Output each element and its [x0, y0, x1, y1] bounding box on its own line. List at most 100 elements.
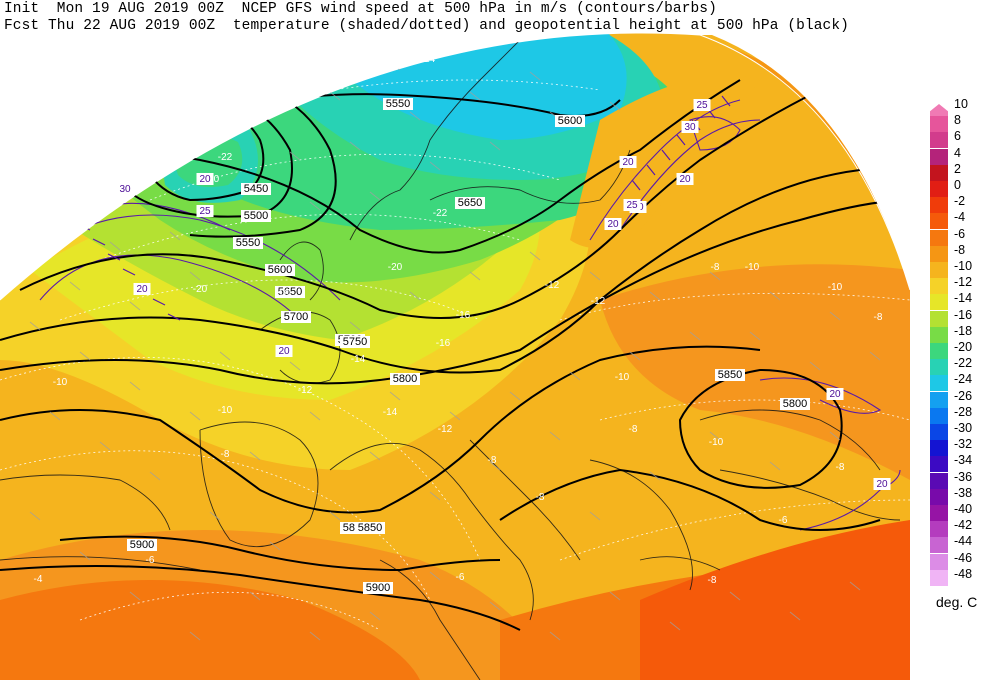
colorbar-swatch	[930, 278, 948, 295]
height-label-bg	[455, 197, 485, 209]
temperature-label: -8	[836, 462, 845, 473]
height-label-bg	[355, 522, 385, 534]
temperature-label: -6	[779, 515, 788, 526]
temperature-label: -12	[591, 296, 606, 307]
height-label: 5800	[393, 373, 417, 385]
temperature-label: -16	[456, 310, 471, 321]
wind-label: 30	[119, 184, 131, 195]
temperature-label: -8	[629, 424, 638, 435]
wind-label-bg	[693, 99, 711, 111]
height-label: 5650	[278, 286, 302, 298]
colorbar-swatch	[930, 197, 948, 214]
colorbar-swatch	[930, 359, 948, 376]
height-label-bg	[390, 373, 420, 385]
temperature-label: -8	[874, 312, 883, 323]
map-boundary	[0, 32, 911, 301]
colorbar-swatch	[930, 537, 948, 554]
temperature-label: -10	[615, 372, 630, 383]
temperature-label: -16	[436, 338, 451, 349]
height-label: 5700	[284, 311, 308, 323]
temperature-label: -8	[708, 575, 717, 586]
colorbar-swatch	[930, 472, 948, 489]
height-label-bg	[281, 311, 311, 323]
temperature-label: -12	[545, 280, 560, 291]
height-label-bg	[780, 398, 810, 410]
temperature-label: -6	[456, 572, 465, 583]
colorbar-label: -38	[954, 485, 973, 500]
height-label-bg	[241, 210, 271, 222]
colorbar-label: -32	[954, 437, 973, 452]
height-label: 5550	[386, 98, 410, 110]
colorbar-label: -34	[954, 453, 973, 468]
colorbar-swatch	[930, 116, 948, 133]
wind-label: 20	[829, 389, 841, 400]
colorbar-swatch	[930, 310, 948, 327]
colorbar-swatch	[930, 440, 948, 457]
colorbar-units: deg. C	[936, 594, 978, 610]
temperature-label: -14	[351, 354, 366, 365]
colorbar-label: -10	[954, 259, 973, 273]
height-label: 5800	[783, 398, 807, 410]
temperature-label: -22	[218, 152, 233, 163]
height-label-bg	[555, 115, 585, 127]
colorbar-label: 10	[954, 97, 968, 111]
height-label: 5650	[458, 197, 482, 209]
wind-label-bg	[681, 121, 699, 133]
height-labels: 5550560054505500555056505600565057005700…	[127, 98, 810, 594]
height-label-bg	[265, 264, 295, 276]
height-label: 5900	[130, 539, 154, 551]
temperature-label: -22	[433, 208, 448, 219]
colorbar-label: -28	[954, 404, 973, 419]
colorbar-swatch	[930, 213, 948, 230]
wind-label: 20	[136, 284, 148, 295]
temperature-label: -12	[298, 385, 313, 396]
colorbar-swatch	[930, 229, 948, 246]
wind-label-bg	[604, 218, 622, 230]
colorbar-swatch	[930, 245, 948, 262]
temperature-label: -10	[53, 377, 68, 388]
colorbar-label: -40	[954, 502, 973, 516]
height-label: 5550	[236, 237, 260, 249]
colorbar-label: -24	[954, 372, 973, 387]
header-line-forecast: Fcst Thu 22 AUG 2019 00Z temperature (sh…	[4, 18, 849, 34]
temperature-label: -10	[218, 405, 233, 416]
colorbar-label: -2	[954, 194, 966, 209]
colorbar-label: -20	[954, 340, 973, 354]
height-label: 5850	[358, 522, 382, 534]
colorbar-label: -44	[954, 534, 973, 549]
wind-label: 20	[607, 219, 619, 230]
wind-label: 20	[679, 174, 691, 185]
wind-label-bg	[619, 156, 637, 168]
colorbar-label: 6	[954, 129, 961, 144]
temperature-label: -8	[221, 449, 230, 460]
wind-label-bg	[676, 173, 694, 185]
temperature-colorbar: 10 8 6 4 2 0 -2 -4 -6 -8 -10 -12 -14 -16 -18 -20 -22 -24-…	[930, 96, 992, 586]
wind-label: 20	[199, 174, 211, 185]
coastlines	[0, 39, 901, 680]
temperature-labels: -24 -22 -20 -20 -18 -16 -16 -14 -14 -12 -12 -12 -10 -…	[34, 54, 883, 586]
wind-label-bg	[826, 388, 844, 400]
temperature-label: -10	[745, 262, 760, 273]
colorbar-label: -36	[954, 469, 973, 484]
wind-label: 25	[626, 200, 638, 211]
colorbar-label: -14	[954, 291, 973, 306]
chart-header: Init Mon 19 AUG 2019 00Z NCEP GFS wind s…	[4, 1, 924, 35]
height-label-bg	[383, 98, 413, 110]
wind-label-bg	[116, 183, 134, 195]
height-label: 5500	[244, 210, 268, 222]
colorbar-label: 0	[954, 178, 961, 192]
temperature-label: -12	[438, 424, 453, 435]
colorbar-label: -16	[954, 307, 973, 322]
colorbar-label: -8	[954, 242, 966, 257]
height-label-bg	[340, 336, 370, 348]
colorbar-label: 2	[954, 161, 961, 176]
temperature-label: -4	[34, 574, 43, 585]
colorbar-swatch	[930, 343, 948, 359]
wind-label: 30	[684, 122, 696, 133]
wind-label-bg	[196, 205, 214, 217]
height-label: 5450	[244, 183, 268, 195]
temperature-label: -10	[828, 282, 843, 293]
colorbar-swatch	[930, 391, 948, 408]
